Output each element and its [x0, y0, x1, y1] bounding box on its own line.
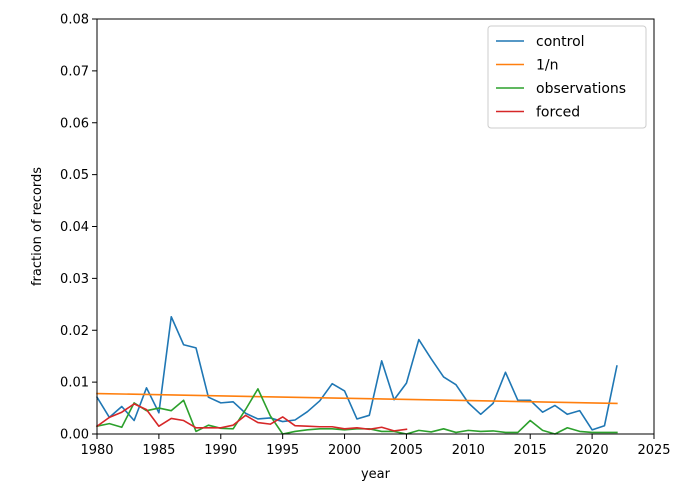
legend-label: 1/n [536, 58, 559, 74]
x-tick-label: 2005 [390, 443, 423, 458]
x-axis-label: year [361, 467, 391, 482]
x-tick-label: 2010 [452, 443, 485, 458]
x-tick-label: 2000 [328, 443, 361, 458]
series-line-forced [95, 403, 408, 432]
y-tick-label: 0.08 [60, 13, 89, 28]
y-tick-label: 0.02 [60, 324, 89, 339]
y-tick-label: 0.01 [60, 376, 89, 391]
y-tick-label: 0.07 [60, 64, 89, 79]
y-axis: 0.00 0.01 0.02 0.03 0.04 0.05 0.06 0.07 0.08 [60, 13, 97, 443]
x-axis: 1980 1985 1990 1995 2000 2005 2010 2015 2020 2025 [80, 434, 671, 458]
series-line-observations [96, 388, 618, 435]
legend-label: control [536, 34, 585, 50]
legend-label: observations [536, 81, 626, 97]
y-tick-label: 0.00 [60, 428, 89, 443]
x-tick-label: 2025 [637, 443, 670, 458]
x-tick-label: 1990 [204, 443, 237, 458]
y-axis-label: fraction of records [30, 167, 45, 286]
y-tick-label: 0.04 [60, 220, 89, 235]
legend-box [487, 25, 647, 129]
x-tick-label: 2015 [514, 443, 547, 458]
series-layer [95, 315, 618, 435]
x-tick-label: 1995 [266, 443, 299, 458]
x-tick-label: 1985 [142, 443, 175, 458]
series-line-1-n [96, 392, 618, 405]
y-tick-label: 0.03 [60, 272, 89, 287]
series-line-control [95, 315, 618, 431]
x-tick-label: 1980 [80, 443, 113, 458]
legend-label: forced [536, 105, 580, 121]
y-tick-label: 0.06 [60, 116, 89, 131]
y-tick-label: 0.05 [60, 168, 89, 183]
legend: control 1/n observations forced [487, 25, 647, 129]
x-tick-label: 2020 [576, 443, 609, 458]
